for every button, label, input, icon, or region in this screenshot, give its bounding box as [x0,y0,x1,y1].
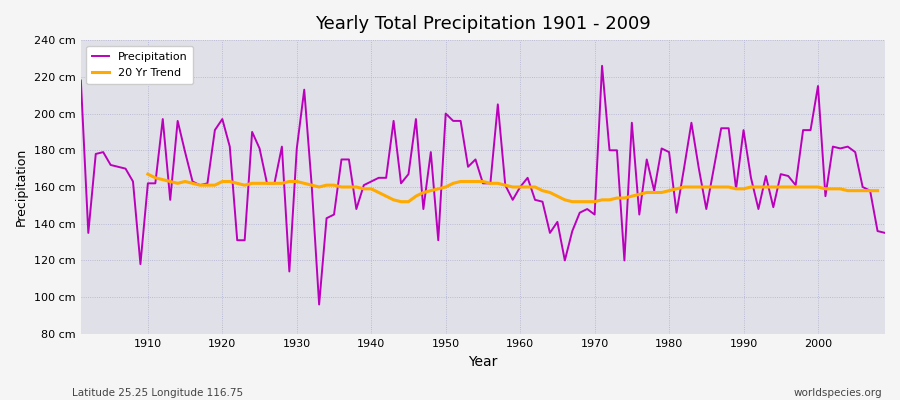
Text: worldspecies.org: worldspecies.org [794,388,882,398]
20 Yr Trend [515,184,526,189]
20 Yr Trend [336,184,346,189]
Precipitation [314,302,325,307]
X-axis label: Year: Year [468,355,498,369]
20 Yr Trend [142,172,153,176]
Precipitation [597,64,608,68]
Precipitation [351,207,362,212]
Precipitation [515,184,526,189]
Line: Precipitation: Precipitation [81,66,885,304]
20 Yr Trend [537,188,548,193]
20 Yr Trend [314,184,325,189]
Title: Yearly Total Precipitation 1901 - 2009: Yearly Total Precipitation 1901 - 2009 [315,15,651,33]
Precipitation [879,230,890,235]
Y-axis label: Precipitation: Precipitation [15,148,28,226]
Precipitation [522,176,533,180]
20 Yr Trend [872,188,883,193]
Precipitation [135,262,146,266]
Precipitation [76,78,86,83]
Legend: Precipitation, 20 Yr Trend: Precipitation, 20 Yr Trend [86,46,193,84]
20 Yr Trend [724,184,734,189]
Precipitation [299,87,310,92]
20 Yr Trend [396,199,407,204]
Precipitation [619,258,630,263]
Line: 20 Yr Trend: 20 Yr Trend [148,174,878,202]
Text: Latitude 25.25 Longitude 116.75: Latitude 25.25 Longitude 116.75 [72,388,243,398]
20 Yr Trend [365,186,376,191]
